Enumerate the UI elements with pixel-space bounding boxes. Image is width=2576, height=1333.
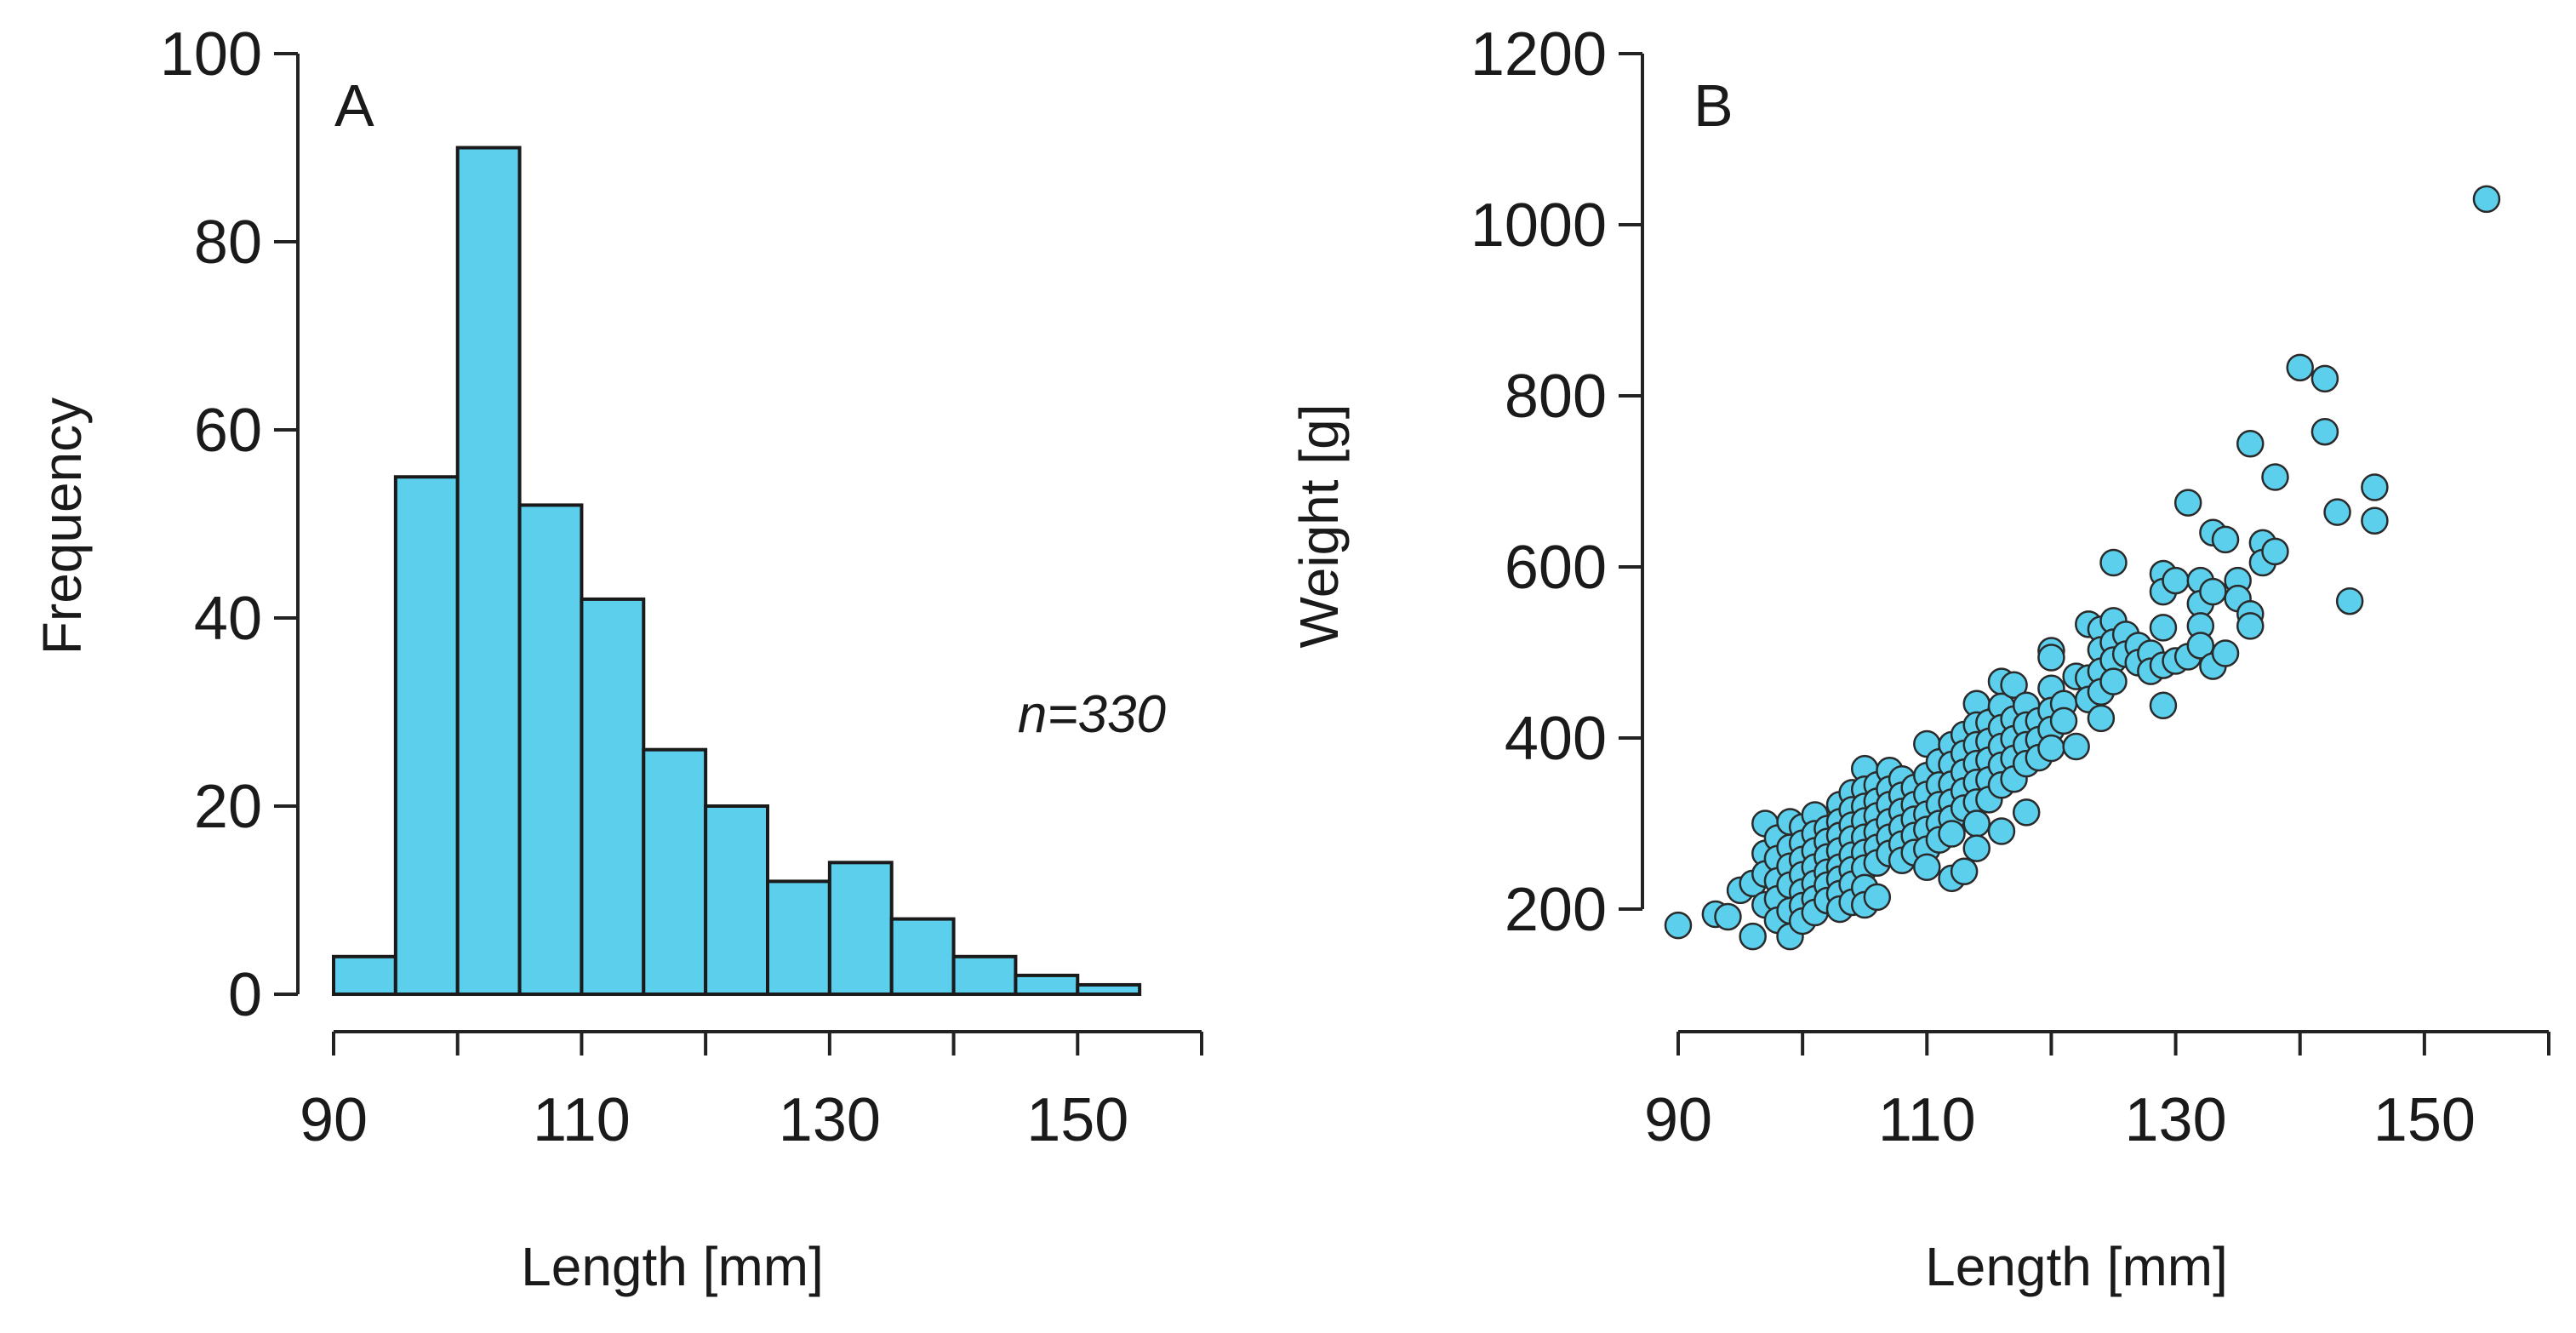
scatter-point bbox=[1938, 820, 1966, 848]
scatter-y-tick-label: 800 bbox=[1505, 363, 1607, 431]
scatter-point bbox=[1962, 810, 1991, 838]
scatter-point bbox=[2261, 463, 2289, 491]
histogram-x-axis-label: Length [mm] bbox=[521, 1236, 824, 1297]
scatter-point bbox=[2162, 566, 2190, 595]
panel-label-b: B bbox=[1694, 72, 1734, 139]
scatter-point bbox=[2000, 671, 2028, 699]
histogram-bar-120-125 bbox=[704, 804, 770, 996]
histogram-bar-115-120 bbox=[642, 747, 708, 996]
histogram-bar-100-105 bbox=[455, 146, 522, 996]
scatter-y-tick-label: 600 bbox=[1505, 534, 1607, 602]
histogram-bar-135-140 bbox=[889, 917, 956, 996]
scatter-y-tick-label: 1200 bbox=[1471, 20, 1607, 89]
scatter-point bbox=[1987, 817, 2016, 845]
scatter-point bbox=[2099, 548, 2128, 577]
histogram-x-ticks: 90 110 130 150 bbox=[300, 1032, 1203, 1154]
scatter-point bbox=[2087, 704, 2116, 733]
scatter-y-tick-label: 400 bbox=[1505, 705, 1607, 773]
scatter-point bbox=[2310, 417, 2339, 446]
scatter-y-axis-label: Weight [g] bbox=[1288, 404, 1350, 649]
scatter-point bbox=[2472, 185, 2501, 214]
histogram-y-ticks: 0 20 40 60 80 100 bbox=[160, 20, 298, 1029]
scatter-point bbox=[2037, 734, 2065, 763]
scatter-point bbox=[2310, 364, 2339, 393]
scatter-x-axis-label: Length [mm] bbox=[1925, 1236, 2228, 1297]
scatter-point bbox=[2335, 586, 2364, 615]
scatter-point bbox=[2049, 707, 2078, 735]
scatter-point bbox=[2261, 537, 2289, 566]
scatter-x-tick-label: 110 bbox=[1878, 1086, 1976, 1154]
histogram-x-tick-label: 110 bbox=[533, 1086, 631, 1154]
panel-label-a: A bbox=[334, 72, 374, 139]
scatter-panel: 200 400 600 800 1000 1200 90 110 130 150 B Lengt… bbox=[1288, 20, 2550, 1297]
histogram-y-tick-label: 0 bbox=[228, 961, 262, 1029]
scatter-point bbox=[2149, 614, 2178, 642]
scatter-points bbox=[1664, 185, 2501, 951]
scatter-point bbox=[2186, 632, 2215, 660]
histogram-bars bbox=[332, 146, 1142, 997]
scatter-point bbox=[2062, 732, 2090, 761]
scatter-point bbox=[2361, 506, 2389, 535]
scatter-point bbox=[2211, 639, 2240, 667]
scatter-point bbox=[1664, 911, 1693, 940]
scatter-point bbox=[2199, 577, 2227, 606]
histogram-x-tick-label: 130 bbox=[779, 1086, 881, 1154]
scatter-point bbox=[2173, 489, 2202, 517]
histogram-bar-95-100 bbox=[393, 475, 460, 996]
histogram-bar-90-95 bbox=[332, 954, 397, 997]
histogram-bar-125-130 bbox=[766, 879, 831, 997]
scatter-y-ticks: 200 400 600 800 1000 1200 bbox=[1471, 20, 1642, 944]
histogram-panel: 0 20 40 60 80 100 90 110 130 150 A n=330 Length … bbox=[31, 20, 1203, 1297]
scatter-point bbox=[2037, 644, 2065, 672]
scatter-x-tick-label: 130 bbox=[2125, 1086, 2227, 1154]
scatter-point bbox=[2099, 667, 2128, 695]
scatter-point bbox=[2149, 691, 2178, 720]
histogram-bar-145-150 bbox=[1014, 973, 1080, 997]
scatter-y-tick-label: 1000 bbox=[1471, 192, 1607, 260]
scatter-y-tick-label: 200 bbox=[1505, 876, 1607, 944]
histogram-x-tick-label: 150 bbox=[1026, 1086, 1128, 1154]
scatter-point bbox=[2236, 612, 2265, 640]
scatter-point bbox=[1950, 857, 1979, 886]
histogram-y-tick-label: 80 bbox=[194, 209, 262, 277]
histogram-y-tick-label: 20 bbox=[194, 773, 262, 841]
scatter-x-tick-label: 150 bbox=[2373, 1086, 2476, 1154]
scatter-point bbox=[2361, 473, 2389, 501]
histogram-bar-130-135 bbox=[827, 861, 894, 996]
scatter-x-tick-label: 90 bbox=[1644, 1086, 1712, 1154]
scatter-point bbox=[1739, 922, 1767, 951]
histogram-bar-110-115 bbox=[580, 597, 646, 997]
scatter-point bbox=[2286, 353, 2314, 382]
histogram-y-tick-label: 60 bbox=[194, 397, 262, 465]
scatter-point bbox=[2236, 430, 2265, 458]
histogram-x-tick-label: 90 bbox=[300, 1086, 368, 1154]
scatter-point bbox=[2323, 498, 2351, 526]
scatter-point bbox=[2012, 798, 2041, 827]
histogram-bar-140-145 bbox=[951, 954, 1018, 997]
histogram-bar-105-110 bbox=[517, 503, 584, 996]
sample-size-annotation: n=330 bbox=[1018, 685, 1166, 744]
scatter-point bbox=[1714, 902, 1742, 931]
histogram-y-tick-label: 40 bbox=[194, 585, 262, 653]
scatter-point bbox=[2211, 525, 2240, 554]
histogram-y-axis-label: Frequency bbox=[31, 398, 93, 655]
scatter-point bbox=[1962, 834, 1991, 862]
histogram-y-tick-label: 100 bbox=[160, 20, 262, 89]
scatter-x-ticks: 90 110 130 150 bbox=[1644, 1032, 2550, 1154]
scatter-point bbox=[1863, 883, 1892, 912]
histogram-bar-150-155 bbox=[1076, 982, 1142, 996]
scatter-point bbox=[1913, 853, 1941, 882]
